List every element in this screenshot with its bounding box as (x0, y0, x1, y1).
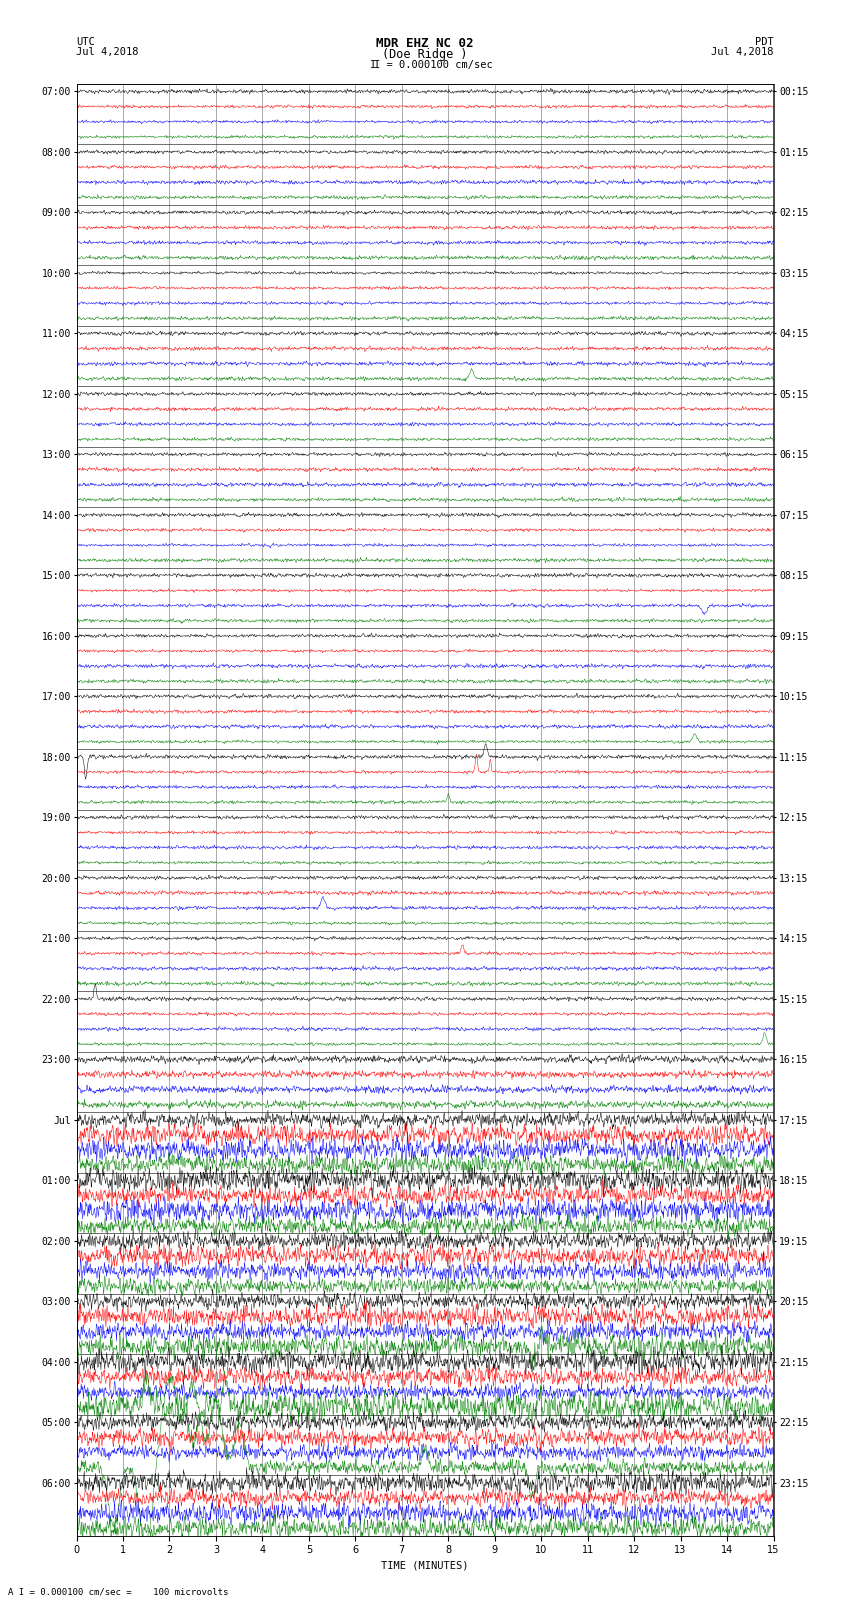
X-axis label: TIME (MINUTES): TIME (MINUTES) (382, 1561, 468, 1571)
Text: UTC: UTC (76, 37, 95, 47)
Text: PDT: PDT (755, 37, 774, 47)
Text: Jul 4,2018: Jul 4,2018 (711, 47, 774, 56)
Text: I: I (370, 60, 376, 69)
Text: A I = 0.000100 cm/sec =    100 microvolts: A I = 0.000100 cm/sec = 100 microvolts (8, 1587, 229, 1597)
Text: MDR EHZ NC 02: MDR EHZ NC 02 (377, 37, 473, 50)
Text: Jul 4,2018: Jul 4,2018 (76, 47, 139, 56)
Text: I = 0.000100 cm/sec: I = 0.000100 cm/sec (374, 60, 493, 69)
Text: (Doe Ridge ): (Doe Ridge ) (382, 48, 468, 61)
